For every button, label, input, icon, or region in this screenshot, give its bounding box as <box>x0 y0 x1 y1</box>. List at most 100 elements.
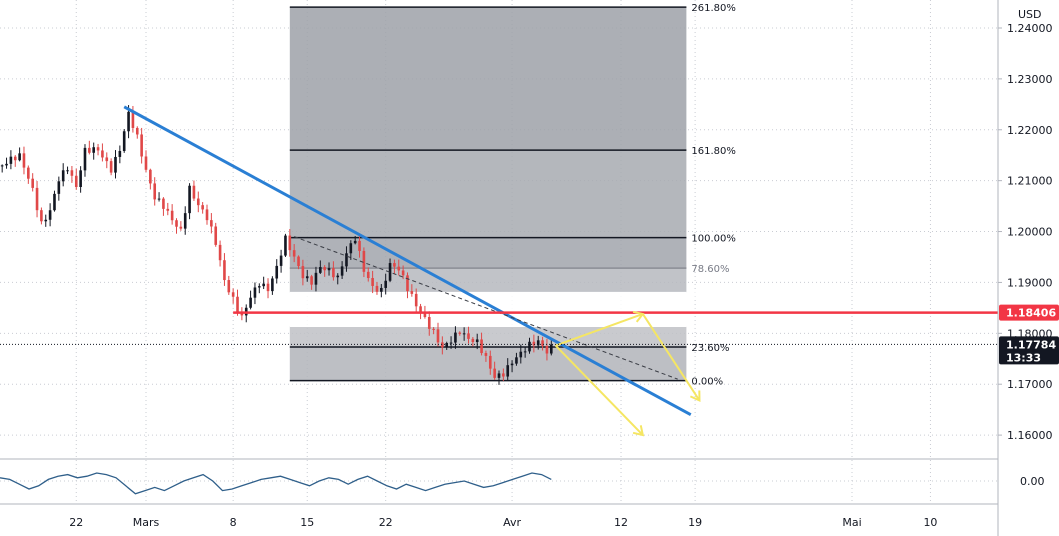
drawing-tools[interactable] <box>0 105 998 437</box>
fib-level-label: 100.00% <box>691 234 736 245</box>
candle-body <box>31 178 34 188</box>
candle-body <box>13 156 17 161</box>
candle-body <box>432 328 435 330</box>
candle-body <box>375 285 379 292</box>
candle-body <box>406 275 409 292</box>
candle-body <box>127 111 130 132</box>
last-price-tag <box>999 336 1059 365</box>
price-tick-label: 1.24000 <box>1007 22 1053 35</box>
fib-zone <box>289 7 687 151</box>
candle-body <box>397 266 401 271</box>
candle-body <box>44 219 48 222</box>
candle-body <box>458 332 462 334</box>
fibonacci-extension[interactable]: 261.80% 161.80% 100.00% 78.60% 61.80% 50.00% 3… <box>289 3 736 388</box>
candle-body <box>497 373 501 378</box>
candle-body <box>131 111 135 128</box>
candle-body <box>515 357 518 364</box>
candle-body <box>196 198 200 206</box>
candlestick-series <box>0 105 553 385</box>
candle-body <box>488 355 492 369</box>
candle-body <box>66 170 69 172</box>
candle-body <box>236 296 239 312</box>
candle-body <box>345 253 348 267</box>
candle-body <box>301 266 305 279</box>
candle-body <box>262 283 265 287</box>
candle-body <box>467 333 470 339</box>
candle-body <box>419 306 422 313</box>
candle-body <box>114 156 117 173</box>
candle-body <box>223 260 226 281</box>
candle-body <box>454 332 457 343</box>
resistance-price-tag <box>999 304 1059 321</box>
candle-body <box>149 169 152 184</box>
oscillator-line <box>0 472 552 495</box>
time-tick-label: 22 <box>69 516 83 529</box>
candle-body <box>297 256 300 267</box>
candle-body <box>462 333 466 335</box>
projection-arrow-right-head <box>689 390 701 403</box>
candle-body <box>423 312 427 318</box>
price-tick-label: 1.21000 <box>1007 175 1053 188</box>
candle-body <box>502 373 505 377</box>
candle-body <box>532 341 536 346</box>
candle-body <box>96 147 100 151</box>
candle-body <box>118 150 122 157</box>
fib-zone <box>289 268 687 293</box>
oscillator-axis-label: 0.00 <box>1020 475 1045 488</box>
fib-level-label: 38.20% <box>691 322 729 333</box>
candle-body <box>323 267 326 271</box>
candle-body <box>401 270 405 276</box>
candle-body <box>445 343 449 348</box>
candle-body <box>519 351 523 358</box>
price-tick-label: 1.16000 <box>1007 429 1053 442</box>
candle-body <box>218 244 222 261</box>
candle-body <box>92 147 96 153</box>
candle-body <box>493 368 496 378</box>
candle-body <box>545 345 549 354</box>
candle-body <box>353 240 357 244</box>
candle-body <box>414 293 418 307</box>
fib-zone <box>289 326 687 348</box>
candle-body <box>70 170 74 176</box>
price-tick-label: 1.22000 <box>1007 124 1053 137</box>
candle-body <box>266 283 270 292</box>
candle-body <box>188 185 191 214</box>
time-tick-label: Mars <box>133 516 160 529</box>
candle-body <box>536 340 540 346</box>
candle-body <box>0 165 4 167</box>
candle-body <box>427 317 431 329</box>
candle-body <box>192 185 196 199</box>
candle-body <box>74 175 78 187</box>
projection-arrow-right <box>641 313 701 402</box>
fib-level-label: 161.80% <box>691 146 736 157</box>
candle-body <box>166 208 170 211</box>
candle-body <box>380 287 383 292</box>
time-tick-label: 15 <box>300 516 314 529</box>
time-tick-label: Mai <box>842 516 861 529</box>
candle-body <box>140 134 143 157</box>
candle-body <box>340 266 344 276</box>
price-tick-label: 1.20000 <box>1007 226 1053 239</box>
candle-body <box>449 342 453 344</box>
time-tick-label: 8 <box>230 516 237 529</box>
candle-body <box>157 198 161 200</box>
candle-body <box>441 342 444 348</box>
candle-body <box>271 278 274 292</box>
time-tick-label: 22 <box>379 516 393 529</box>
candle-body <box>319 267 322 273</box>
trendline <box>123 105 692 417</box>
candle-body <box>61 170 65 182</box>
candle-body <box>480 339 483 354</box>
fib-zone <box>289 150 687 238</box>
time-tick-label: 12 <box>614 516 628 529</box>
candle-body <box>88 147 91 153</box>
candle-body <box>475 339 479 343</box>
candle-body <box>162 198 165 209</box>
candle-body <box>135 127 139 135</box>
candle-body <box>384 280 387 288</box>
fib-level-label: 23.60% <box>691 343 729 354</box>
candle-body <box>371 278 374 286</box>
price-tick-label: 1.19000 <box>1007 276 1053 289</box>
